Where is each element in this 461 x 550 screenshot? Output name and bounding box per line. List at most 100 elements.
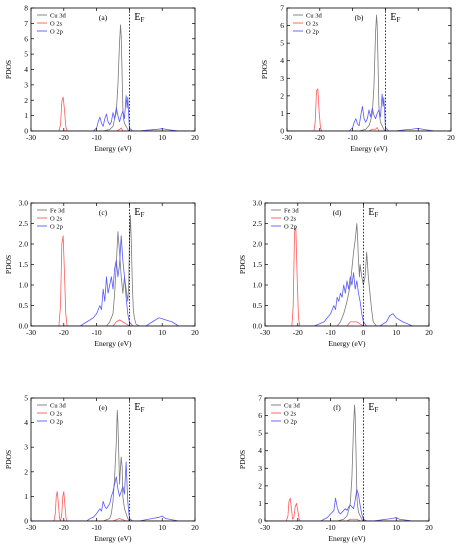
legend-label: O 2p	[50, 223, 63, 230]
y-tick-label: 4	[24, 418, 28, 427]
y-tick-label: 5	[258, 429, 262, 438]
series-line-cu-3d	[265, 404, 429, 521]
x-tick-label: -30	[26, 523, 36, 532]
x-tick-label: -30	[282, 133, 292, 142]
y-tick-label: 8	[24, 4, 28, 13]
y-tick-label: 1	[280, 109, 284, 118]
fermi-label-subscript: F	[141, 16, 145, 24]
y-tick-label: 0.0	[19, 322, 29, 331]
x-tick-label: -30	[260, 523, 270, 532]
x-tick-label: 20	[425, 523, 433, 532]
y-tick-label: 3.0	[253, 199, 263, 208]
x-tick-label: -30	[26, 328, 36, 337]
series-line-o-2p	[31, 95, 195, 131]
legend-label: Cu 3d	[50, 402, 66, 409]
y-tick-label: 2.0	[19, 240, 29, 249]
legend-label: O 2s	[306, 20, 319, 27]
y-tick-label: 1.0	[19, 281, 29, 290]
x-tick-label: -20	[315, 133, 325, 142]
series-line-cu-3d	[31, 24, 195, 131]
pdos-panel-c: EF -30 -20 -10 0 10 20 0.0 0.5 1.0 1.5 2.0 2.5 3.0 Ene…	[4, 199, 199, 349]
plot-frame	[30, 397, 196, 522]
y-tick-label: 7	[24, 19, 28, 28]
y-tick-label: 0	[258, 517, 262, 526]
plot-frame	[264, 397, 430, 522]
x-tick-label: 20	[191, 523, 199, 532]
series-line-fe-3d	[265, 223, 429, 326]
y-tick-label: 2	[24, 96, 28, 105]
panel-label: (d)	[333, 208, 342, 217]
y-tick-label: 3	[24, 443, 28, 452]
x-tick-label: 0	[362, 523, 366, 532]
y-axis-title: PDOS	[260, 60, 269, 79]
fermi-label-subscript: F	[141, 211, 145, 219]
x-tick-label: -10	[92, 133, 102, 142]
y-tick-label: 5	[24, 50, 28, 59]
x-tick-label: 10	[414, 133, 422, 142]
x-axis-title: Energy (eV)	[94, 339, 132, 348]
series-line-o-2s	[31, 491, 195, 521]
series-line-fe-3d	[31, 214, 195, 326]
series-line-o-2s	[31, 235, 195, 326]
x-tick-label: -10	[326, 328, 336, 337]
series-line-o-2p	[265, 488, 429, 521]
y-tick-label: 1.5	[253, 260, 263, 269]
x-tick-label: -30	[26, 133, 36, 142]
y-tick-label: 3.0	[19, 199, 29, 208]
series-line-cu-3d	[287, 14, 451, 131]
legend: Cu 3dO 2sO 2p	[37, 402, 66, 425]
x-tick-label: 20	[425, 328, 433, 337]
y-tick-label: 2	[280, 91, 284, 100]
legend-label: O 2s	[50, 20, 63, 27]
y-tick-label: 2.0	[253, 240, 263, 249]
legend-label: O 2p	[50, 28, 63, 35]
legend-label: Cu 3d	[284, 402, 300, 409]
x-tick-label: -20	[59, 328, 69, 337]
y-tick-label: 2.5	[19, 219, 29, 228]
x-tick-label: 10	[392, 523, 400, 532]
x-tick-label: 10	[158, 523, 166, 532]
series-line-o-2p	[287, 93, 451, 131]
x-tick-label: 20	[191, 328, 199, 337]
x-tick-label: -10	[92, 328, 102, 337]
pdos-panel-d: EF -30 -20 -10 0 10 20 0.0 0.5 1.0 1.5 2.0 2.5 3.0 Ene…	[238, 199, 433, 349]
series-line-o-2s	[265, 227, 429, 326]
x-tick-label: -20	[293, 523, 303, 532]
x-axis-title: Energy (eV)	[328, 534, 366, 543]
y-axis-title: PDOS	[4, 60, 13, 79]
fermi-label: EF	[390, 12, 400, 24]
y-tick-label: 5	[24, 394, 28, 403]
y-tick-label: 1.0	[253, 281, 263, 290]
panel-label: (c)	[99, 208, 108, 217]
fermi-label-subscript: F	[397, 16, 401, 24]
legend: Fe 3dO 2sO 2p	[271, 207, 299, 230]
y-tick-label: 7	[280, 4, 284, 13]
y-tick-label: 4	[280, 56, 284, 65]
y-tick-label: 3	[258, 464, 262, 473]
y-tick-label: 0	[24, 127, 28, 136]
x-tick-label: 10	[158, 328, 166, 337]
fermi-label: EF	[134, 402, 144, 414]
fermi-label: EF	[134, 207, 144, 219]
fermi-label: EF	[368, 402, 378, 414]
x-tick-label: -20	[59, 133, 69, 142]
y-axis-title: PDOS	[4, 255, 13, 274]
y-axis-title: PDOS	[238, 450, 247, 469]
x-tick-label: 20	[191, 133, 199, 142]
x-tick-label: -30	[260, 328, 270, 337]
y-tick-label: 1	[24, 111, 28, 120]
panel-label: (e)	[99, 403, 108, 412]
plot-frame	[286, 7, 452, 132]
fermi-label: EF	[368, 207, 378, 219]
x-axis-title: Energy (eV)	[94, 534, 132, 543]
legend-label: Fe 3d	[50, 207, 65, 214]
panel-label: (a)	[99, 13, 108, 22]
y-tick-label: 6	[258, 411, 262, 420]
pdos-panel-f: EF -30 -20 -10 0 10 20 0 1 2 3 4 5 6 7 Energy (eV) PDOS C…	[238, 394, 433, 544]
x-tick-label: 0	[128, 328, 132, 337]
legend: Fe 3dO 2sO 2p	[37, 207, 65, 230]
legend-label: O 2s	[284, 410, 297, 417]
legend-label: O 2s	[50, 215, 63, 222]
series-line-o-2s	[265, 497, 429, 521]
